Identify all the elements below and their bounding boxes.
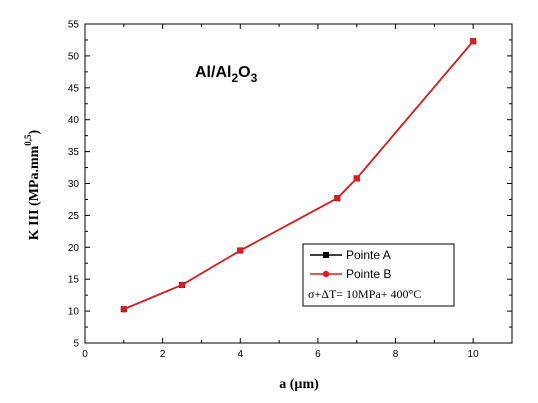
y-tick-label: 5 <box>73 339 79 350</box>
legend-marker-pointe-b <box>322 270 330 278</box>
x-tick-label: 8 <box>393 349 399 360</box>
series-layer <box>120 38 477 313</box>
x-tick-label: 10 <box>468 349 480 360</box>
y-tick-label: 45 <box>68 83 80 94</box>
data-point-pointe-b <box>120 305 128 313</box>
y-tick-label: 20 <box>68 243 80 254</box>
y-axis-label: K III (MPa.mm0,5) <box>23 129 42 240</box>
x-axis: 0 2 4 6 8 10 <box>82 24 513 360</box>
x-axis-label: a (µm) <box>279 377 319 392</box>
data-point-pointe-b <box>469 38 477 45</box>
y-axis: 5 10 15 20 25 30 35 40 45 50 55 <box>68 20 512 350</box>
data-point-pointe-b <box>178 281 186 289</box>
series-line-pointe-b <box>123 40 474 310</box>
legend-label-pointe-b: Pointe B <box>346 267 391 281</box>
y-tick-label: 15 <box>68 275 80 286</box>
x-tick-label: 4 <box>237 349 243 360</box>
y-tick-label: 10 <box>68 307 80 318</box>
data-point-pointe-b <box>353 175 360 182</box>
x-tick-label: 2 <box>160 349 166 360</box>
x-tick-label: 6 <box>315 349 321 360</box>
condition-annotation: σ+ΔT= 10MPa+ 400°C <box>308 287 421 301</box>
legend: Pointe A Pointe B σ+ΔT= 10MPa+ 400°C <box>302 243 455 307</box>
y-tick-label: 55 <box>68 20 80 31</box>
legend-label-pointe-a: Pointe A <box>346 248 391 262</box>
legend-marker-pointe-a <box>323 252 329 258</box>
chart-title: Al/Al2O3 <box>195 64 258 85</box>
data-point-pointe-b <box>237 247 244 254</box>
y-tick-label: 30 <box>68 179 80 190</box>
y-tick-label: 35 <box>68 147 80 158</box>
y-tick-label: 25 <box>68 211 80 222</box>
data-point-pointe-b <box>334 194 341 202</box>
x-tick-label: 0 <box>82 349 88 360</box>
y-tick-label: 50 <box>68 51 80 62</box>
y-tick-label: 40 <box>68 115 80 126</box>
